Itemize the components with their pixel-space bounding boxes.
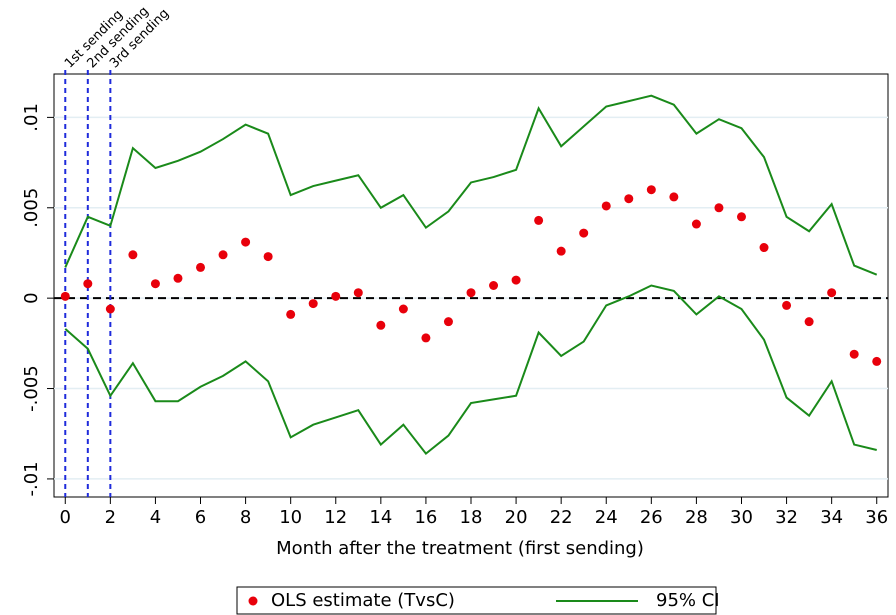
x-tick-label: 34 — [820, 507, 843, 528]
x-tick-label: 16 — [414, 507, 437, 528]
x-tick-label: 24 — [595, 507, 618, 528]
point — [196, 262, 206, 272]
point — [218, 250, 228, 260]
legend-label: OLS estimate (TvsC) — [271, 590, 455, 611]
point — [511, 275, 521, 285]
point — [601, 201, 611, 211]
ci-line — [64, 284, 877, 456]
point — [714, 203, 724, 213]
x-tick-label: 36 — [865, 507, 888, 528]
point — [173, 273, 183, 283]
point — [83, 279, 93, 289]
x-tick-label: 10 — [279, 507, 302, 528]
point — [489, 281, 499, 290]
point — [421, 333, 431, 343]
point — [353, 288, 363, 298]
y-tick-label: -.005 — [21, 365, 42, 412]
point — [286, 309, 296, 319]
point — [782, 300, 792, 310]
point — [376, 320, 386, 330]
point — [646, 185, 656, 195]
x-tick-label: 2 — [105, 507, 116, 528]
y-tick-label: .01 — [21, 103, 42, 132]
x-tick-label: 28 — [685, 507, 708, 528]
point — [150, 279, 160, 289]
point — [443, 317, 453, 327]
point — [736, 212, 746, 222]
point — [241, 237, 251, 247]
point — [534, 215, 544, 225]
point — [128, 250, 138, 260]
point — [105, 304, 115, 314]
x-tick-label: 32 — [775, 507, 798, 528]
x-axis-title: Month after the treatment (first sending… — [276, 538, 644, 559]
x-tick-label: 14 — [369, 507, 392, 528]
legend-label: 95% CI — [656, 590, 720, 611]
plot-frame — [53, 73, 889, 498]
point — [60, 291, 70, 301]
point — [759, 243, 769, 253]
x-tick-label: 6 — [195, 507, 206, 528]
point — [872, 356, 882, 366]
x-tick-label: 26 — [640, 507, 663, 528]
point — [849, 349, 859, 359]
point — [827, 288, 837, 298]
x-tick-label: 18 — [460, 507, 483, 528]
ci-line — [64, 94, 878, 276]
point — [579, 228, 589, 238]
point — [263, 252, 273, 262]
x-tick-label: 12 — [324, 507, 347, 528]
point — [556, 246, 566, 256]
x-tick-label: 22 — [550, 507, 573, 528]
x-tick-label: 4 — [150, 507, 161, 528]
point — [669, 192, 679, 202]
point — [308, 299, 318, 309]
x-tick-label: 0 — [60, 507, 71, 528]
point — [804, 317, 814, 327]
point — [466, 288, 476, 298]
x-tick-label: 8 — [240, 507, 251, 528]
x-tick-label: 30 — [730, 507, 753, 528]
y-tick-label: .005 — [21, 188, 42, 228]
y-tick-label: 0 — [21, 292, 42, 303]
point — [331, 291, 341, 301]
point — [398, 304, 408, 314]
point — [624, 194, 634, 204]
point — [691, 219, 701, 229]
x-tick-label: 20 — [505, 507, 528, 528]
legend-symbol — [248, 596, 258, 606]
y-tick-label: -.01 — [21, 461, 42, 496]
